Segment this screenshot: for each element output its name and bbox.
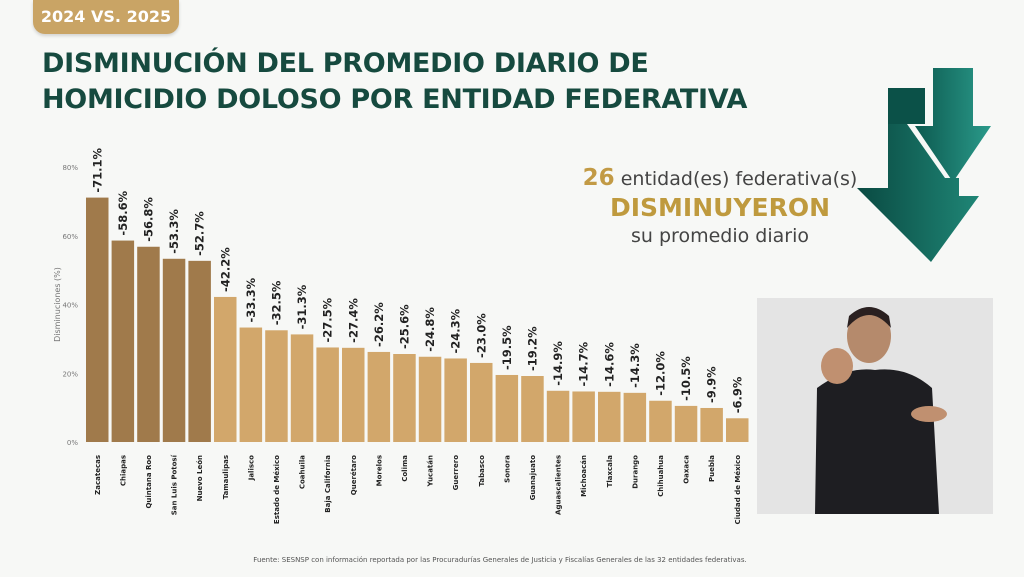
data-label: -27.4% [346, 298, 360, 343]
callout-line-2: DISMINUYERON [609, 193, 831, 222]
bar [214, 296, 237, 442]
bar [137, 246, 160, 442]
x-tick-label: Zacatecas [94, 455, 102, 495]
data-label: -52.7% [193, 211, 207, 256]
bar [726, 418, 749, 442]
bar [521, 376, 544, 442]
x-tick-label: Durango [631, 455, 639, 489]
x-tick-label: Puebla [708, 455, 716, 482]
bar [367, 351, 391, 442]
x-tick-label: Guerrero [452, 455, 460, 491]
y-axis-title: Disminuciones (%) [53, 267, 62, 342]
bar [316, 347, 339, 442]
x-tick-label: Querétaro [350, 455, 358, 495]
decrease-count: 26 [582, 165, 615, 191]
bar [572, 391, 595, 442]
data-label: -14.6% [602, 342, 616, 387]
x-tick-label: Ciudad de México [734, 455, 742, 525]
x-tick-label: Coahuila [299, 455, 307, 489]
x-tick-label: Chihuahua [657, 455, 665, 497]
data-label: -31.3% [295, 284, 309, 329]
title-line-1: DISMINUCIÓN DEL PROMEDIO DIARIO DE [42, 48, 649, 79]
page-title: DISMINUCIÓN DEL PROMEDIO DIARIO DE HOMIC… [42, 46, 747, 118]
bar [623, 392, 647, 442]
bar [470, 362, 493, 442]
y-tick-label: 60% [62, 233, 78, 241]
data-label: -12.0% [653, 351, 667, 396]
callout-line-3: su promedio diario [631, 225, 809, 247]
bar [444, 358, 467, 442]
y-tick-label: 0% [67, 439, 78, 447]
bar [239, 327, 263, 442]
bar [598, 391, 621, 442]
data-label: -24.3% [449, 308, 463, 353]
x-tick-label: Guanajuato [529, 455, 537, 501]
data-label: -53.3% [167, 209, 181, 254]
x-tick-label: Quintana Roo [145, 455, 153, 509]
data-label: -14.7% [577, 341, 591, 386]
data-label: -25.6% [397, 304, 411, 349]
x-tick-label: Estado de México [273, 455, 281, 524]
data-label: -23.0% [474, 313, 488, 358]
data-label: -9.9% [705, 366, 719, 403]
double-down-arrow-icon [857, 68, 991, 262]
bar [290, 334, 314, 442]
data-label: -19.5% [500, 325, 514, 370]
x-tick-label: Yucatán [427, 455, 435, 487]
bar-chart: 0% 20% 40% 60% 80% Disminuciones (%) -71.1% Zac… [53, 147, 749, 525]
data-label: -71.1% [90, 147, 104, 192]
x-tick-label: Aguascalientes [555, 455, 563, 515]
x-tick-label: Jalisco [247, 455, 255, 481]
callout-line-1: entidad(es) federativa(s) [620, 168, 858, 190]
bar [495, 374, 519, 442]
x-tick-label: Chiapas [119, 455, 127, 486]
bar [649, 400, 672, 442]
x-tick-label: Nuevo León [196, 455, 204, 501]
interpreter-figure [757, 298, 993, 514]
data-label: -6.9% [730, 376, 744, 413]
bar [86, 197, 109, 442]
data-label: -56.8% [141, 197, 155, 242]
bar [546, 390, 570, 442]
title-line-2: HOMICIDIO DOLOSO POR ENTIDAD FEDERATIVA [42, 84, 748, 115]
bar [162, 258, 186, 442]
x-tick-label: San Luis Potosí [171, 454, 179, 515]
period-badge: 2024 VS. 2025 [33, 0, 179, 34]
summary-callout: 26 entidad(es) federativa(s) DISMINUYERO… [560, 165, 880, 247]
sign-language-interpreter-video [757, 298, 993, 514]
bar [700, 407, 723, 442]
x-tick-label: Morelos [375, 455, 383, 486]
data-label: -19.2% [525, 326, 539, 371]
data-label: -14.9% [551, 341, 565, 386]
data-label: -33.3% [244, 277, 258, 322]
data-label: -27.5% [321, 297, 335, 342]
y-tick-label: 20% [62, 370, 78, 378]
source-note: Fuente: SESNSP con información reportada… [253, 556, 747, 564]
x-tick-label: Tabasco [478, 455, 486, 487]
bar [342, 347, 365, 442]
x-tick-label: Sonora [503, 455, 511, 483]
data-label: -14.3% [628, 343, 642, 388]
data-label: -42.2% [218, 247, 232, 292]
data-label: -32.5% [269, 280, 283, 325]
x-tick-label: Michoacán [580, 455, 588, 497]
data-label: -10.5% [679, 356, 693, 401]
x-tick-label: Oaxaca [683, 455, 691, 484]
bar [188, 260, 211, 442]
x-tick-label: Colima [401, 455, 409, 482]
x-tick-label: Tamaulipas [222, 455, 230, 499]
bar [393, 354, 416, 442]
y-tick-label: 80% [62, 164, 78, 172]
x-tick-label: Tlaxcala [606, 455, 614, 488]
bar [265, 330, 288, 442]
x-tick-label: Baja California [324, 455, 332, 513]
y-tick-label: 40% [62, 302, 78, 310]
bar [674, 405, 698, 442]
bar [111, 240, 135, 442]
data-label: -58.6% [116, 190, 130, 235]
bar [418, 356, 442, 442]
data-label: -26.2% [372, 302, 386, 347]
data-label: -24.8% [423, 307, 437, 352]
